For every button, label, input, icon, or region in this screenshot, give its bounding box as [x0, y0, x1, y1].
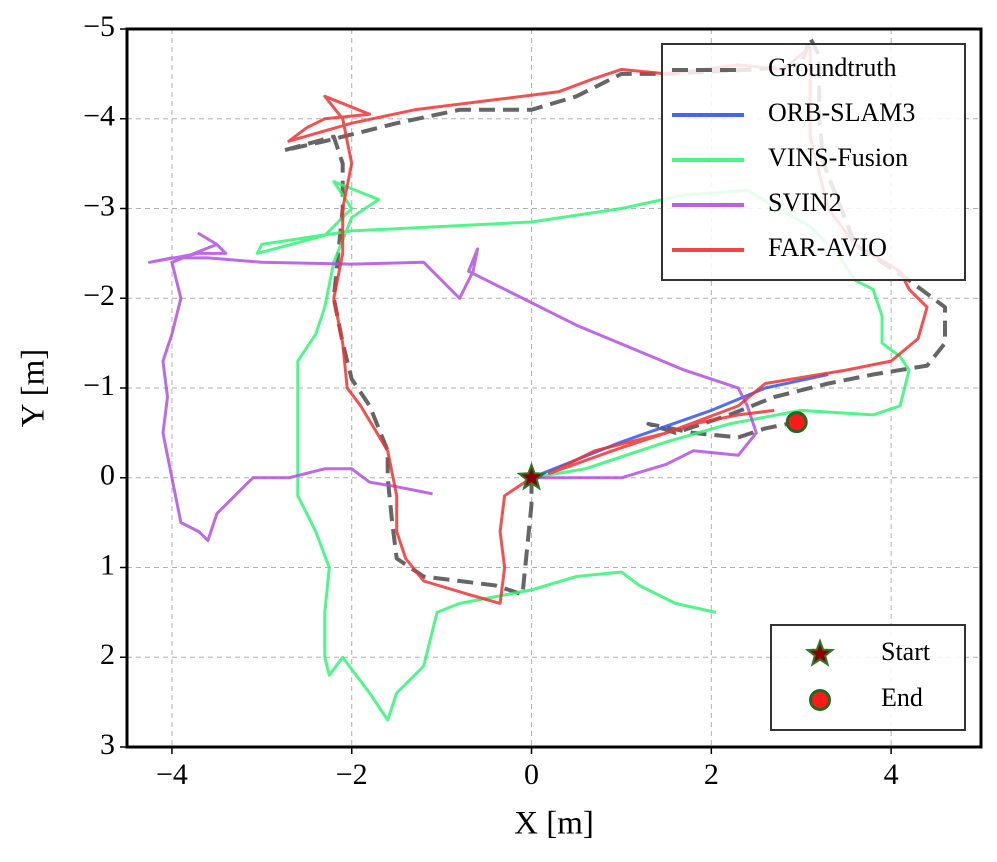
trajectory: [287, 45, 929, 605]
x-tick-label: 4: [884, 758, 899, 791]
legend-label: End: [881, 683, 923, 712]
y-tick-label: 2: [100, 638, 115, 671]
y-tick-label: 0: [100, 459, 115, 492]
y-tick-label: −3: [83, 189, 115, 222]
legend-label: VINS-Fusion: [768, 143, 908, 172]
trajectory: [255, 180, 911, 722]
legend-label: Start: [881, 637, 931, 666]
legend-marker: [809, 689, 831, 711]
plot-area: [148, 36, 947, 722]
legend-box: [770, 624, 966, 731]
legend-label: ORB-SLAM3: [768, 98, 915, 127]
legend: Groundtruth ORB-SLAM3 VINS-Fusion SVIN2 FAR-…: [661, 43, 966, 281]
y-tick-label: −2: [83, 279, 115, 312]
x-axis-label: X [m]: [514, 806, 594, 842]
legend-marker: [804, 638, 836, 667]
y-tick-label: −4: [83, 100, 115, 133]
start-marker: [516, 461, 547, 491]
y-tick-label: −5: [83, 10, 115, 43]
legend-label: Groundtruth: [768, 53, 897, 82]
x-tick-label: −4: [156, 758, 188, 791]
x-tick-label: −2: [336, 758, 368, 791]
y-tick-label: −1: [83, 369, 115, 402]
markers: [516, 411, 808, 491]
legend-label: SVIN2: [768, 188, 842, 217]
y-tick-label: 1: [100, 548, 115, 581]
x-tick-label: 0: [524, 758, 539, 791]
marker-legend: Start End: [770, 624, 966, 731]
end-marker: [785, 411, 808, 434]
y-tick-label: 3: [100, 728, 115, 761]
trajectory: [282, 36, 947, 597]
x-tick-label: 2: [704, 758, 719, 791]
y-axis-label: Y [m]: [16, 349, 52, 428]
ticks: −4 −2 0 2 4 −5 −4 −3 −2 −1 0 1 2 3: [83, 10, 899, 791]
legend-label: FAR-AVIO: [768, 233, 887, 262]
